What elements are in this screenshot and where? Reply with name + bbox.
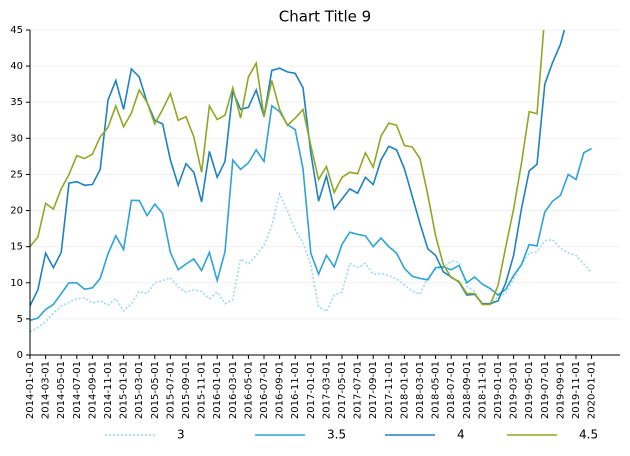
x-tick-label: 2014-11-01	[103, 361, 114, 419]
y-tick-label: 0	[17, 350, 23, 361]
x-tick-label: 2019-05-01	[524, 361, 535, 419]
x-tick-label: 2014-05-01	[56, 361, 67, 419]
x-tick-label: 2014-07-01	[72, 361, 83, 419]
x-tick-label: 2019-03-01	[509, 361, 520, 419]
y-tick-label: 45	[10, 25, 23, 36]
legend-label: 3	[177, 428, 185, 442]
x-tick-label: 2017-11-01	[384, 361, 395, 419]
x-tick-label: 2018-11-01	[477, 361, 488, 419]
x-tick-label: 2015-05-01	[150, 361, 161, 419]
y-tick-label: 5	[17, 314, 23, 325]
x-tick-label: 2017-07-01	[353, 361, 364, 419]
legend-label: 4.5	[579, 428, 598, 442]
y-tick-label: 25	[10, 169, 23, 180]
x-tick-label: 2015-11-01	[197, 361, 208, 419]
x-tick-label: 2014-09-01	[87, 361, 98, 419]
x-tick-label: 2014-01-01	[25, 361, 36, 419]
x-tick-label: 2015-07-01	[165, 361, 176, 419]
y-tick-label: 35	[10, 97, 23, 108]
y-tick-label: 10	[10, 278, 23, 289]
series-line	[30, 30, 545, 306]
chart-title: Chart Title 9	[279, 8, 371, 26]
x-tick-label: 2018-05-01	[431, 361, 442, 419]
x-tick-label: 2014-03-01	[41, 361, 52, 419]
legend-label: 3.5	[327, 428, 346, 442]
y-tick-label: 20	[10, 206, 23, 217]
x-tick-label: 2016-09-01	[275, 361, 286, 419]
x-tick-label: 2019-07-01	[540, 361, 551, 419]
x-tick-label: 2017-05-01	[337, 361, 348, 419]
series-line	[30, 191, 593, 333]
x-tick-label: 2016-11-01	[290, 361, 301, 419]
x-tick-label: 2016-01-01	[212, 361, 223, 419]
x-tick-label: 2016-03-01	[228, 361, 239, 419]
x-tick-label: 2017-09-01	[368, 361, 379, 419]
x-tick-label: 2015-01-01	[119, 361, 130, 419]
x-tick-label: 2018-03-01	[415, 361, 426, 419]
x-tick-label: 2015-09-01	[181, 361, 192, 419]
x-tick-label: 2016-07-01	[259, 361, 270, 419]
series-line	[30, 104, 592, 322]
x-tick-label: 2018-09-01	[462, 361, 473, 419]
y-tick-label: 40	[10, 61, 23, 72]
x-tick-label: 2016-05-01	[243, 361, 254, 419]
x-tick-label: 2019-01-01	[493, 361, 504, 419]
x-tick-label: 2017-03-01	[321, 361, 332, 419]
y-tick-label: 15	[10, 242, 23, 253]
y-tick-label: 30	[10, 133, 23, 144]
x-tick-label: 2020-01-01	[587, 361, 598, 419]
x-tick-label: 2018-01-01	[399, 361, 410, 419]
x-tick-label: 2018-07-01	[446, 361, 457, 419]
x-tick-label: 2015-03-01	[134, 361, 145, 419]
legend-label: 4	[457, 428, 465, 442]
x-tick-label: 2019-09-01	[555, 361, 566, 419]
x-tick-label: 2019-11-01	[571, 361, 582, 419]
series-line	[30, 30, 566, 307]
x-tick-label: 2017-01-01	[306, 361, 317, 419]
